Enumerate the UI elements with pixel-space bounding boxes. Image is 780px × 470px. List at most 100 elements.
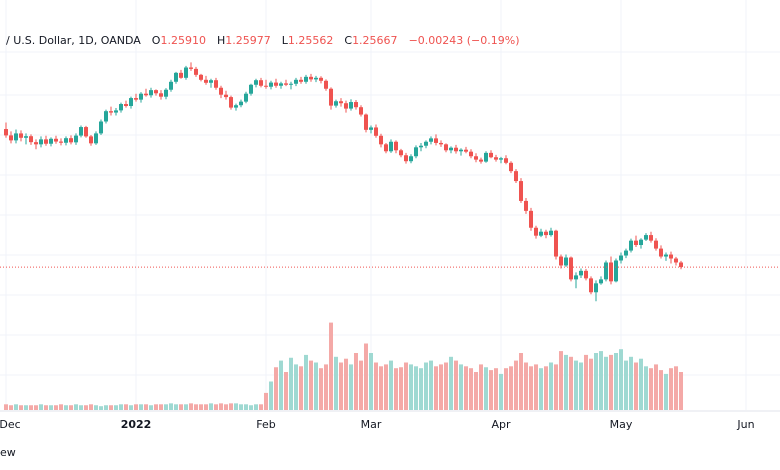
volume-bar — [4, 404, 8, 410]
candle — [504, 155, 508, 165]
candle-body — [534, 227, 538, 236]
volume-bar — [469, 368, 473, 410]
candle-body — [624, 250, 628, 256]
candle-body — [144, 93, 148, 96]
candle — [199, 73, 203, 82]
volume-bar — [544, 366, 548, 410]
volume-bar — [634, 362, 638, 410]
candle — [19, 130, 23, 142]
candle-body — [374, 127, 378, 136]
volume-bar — [124, 404, 128, 410]
volume-bar — [259, 404, 263, 410]
candle — [44, 135, 48, 146]
candle-body — [289, 83, 293, 85]
candle-body — [384, 144, 388, 152]
candle — [139, 92, 143, 103]
volume-bar — [294, 364, 298, 410]
candle — [189, 62, 193, 71]
candle-body — [49, 138, 53, 144]
candle-body — [439, 142, 443, 145]
candle — [159, 90, 163, 100]
candle-body — [69, 138, 73, 143]
volume-bar — [154, 404, 158, 410]
candle — [54, 135, 58, 144]
candle — [214, 77, 218, 90]
candle-body — [419, 145, 423, 148]
candle-body — [659, 248, 663, 257]
volume-bar — [29, 405, 33, 410]
volume-bar — [459, 364, 463, 410]
candle-body — [59, 141, 63, 143]
candle-body — [334, 101, 338, 106]
candle — [34, 139, 38, 150]
open-value: 1.25910 — [160, 34, 206, 47]
candle — [429, 136, 433, 145]
candle-body — [459, 149, 463, 152]
x-tick-label-mar: Mar — [360, 418, 382, 431]
candle-body — [629, 240, 633, 251]
candle — [394, 140, 398, 154]
candle-body — [14, 133, 18, 141]
volume-bar — [389, 360, 393, 410]
close-value: 1.25667 — [352, 34, 398, 47]
volume-bar — [369, 353, 373, 410]
x-tick-label-may: May — [609, 418, 633, 431]
candle — [324, 79, 328, 91]
candle-body — [504, 158, 508, 163]
candle — [579, 268, 583, 278]
candle-body — [529, 210, 533, 228]
candle-body — [679, 262, 683, 268]
candle — [589, 276, 593, 295]
volume-bar — [674, 366, 678, 410]
volume-bar — [629, 356, 633, 410]
candle — [464, 146, 468, 154]
candle-body — [379, 135, 383, 145]
volume-bar — [424, 362, 428, 410]
candle — [79, 125, 83, 138]
candle — [169, 79, 173, 92]
volume-bar — [599, 351, 603, 410]
volume-bar — [499, 373, 503, 410]
candle — [224, 90, 228, 100]
candle-body — [394, 141, 398, 151]
volume-bar — [494, 368, 498, 410]
candle-body — [539, 231, 543, 236]
volume-bar — [334, 356, 338, 410]
volume-bar — [234, 403, 238, 410]
volume-bar — [274, 367, 278, 410]
chart-grid — [0, 0, 780, 410]
volume-bar — [89, 404, 93, 410]
candle-body — [364, 114, 368, 130]
candle-body — [494, 157, 498, 160]
volume-bar — [679, 372, 683, 410]
candle — [264, 79, 268, 89]
candle-body — [109, 111, 113, 113]
candle-body — [554, 230, 558, 257]
candle-body — [164, 89, 168, 97]
volume-bar — [649, 368, 653, 410]
volume-bar — [99, 406, 103, 410]
candle-body — [329, 88, 333, 106]
candle-body — [259, 80, 263, 86]
volume-bar — [524, 362, 528, 410]
candle — [524, 197, 528, 214]
candle — [259, 77, 263, 88]
candle — [459, 148, 463, 156]
candle-body — [514, 171, 518, 182]
candle — [314, 75, 318, 83]
volume-bar — [19, 405, 23, 410]
candle-body — [139, 93, 143, 100]
volume-bar — [39, 404, 43, 410]
volume-bar — [509, 366, 513, 410]
candle-body — [414, 147, 418, 157]
volume-bar — [149, 405, 153, 410]
candle — [204, 75, 208, 85]
volume-bar — [409, 364, 413, 410]
volume-bar — [144, 404, 148, 410]
candle — [599, 276, 603, 285]
candle — [279, 81, 283, 89]
volume-bar — [484, 367, 488, 410]
volume-bar — [199, 404, 203, 410]
volume-bar — [279, 360, 283, 410]
